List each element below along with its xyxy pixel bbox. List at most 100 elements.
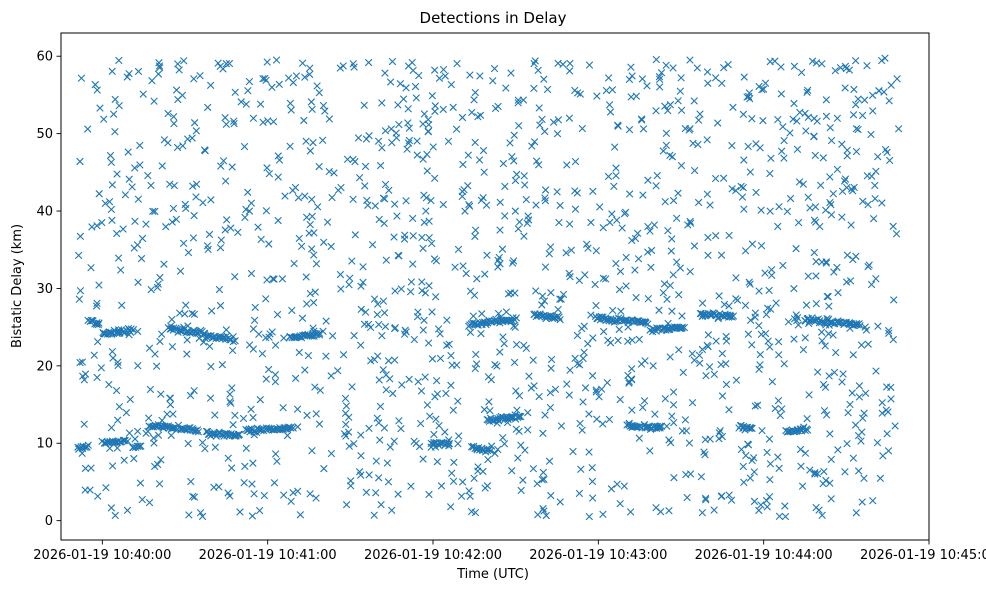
detection-point	[361, 162, 370, 171]
detection-point	[810, 132, 818, 140]
detection-point	[476, 72, 484, 80]
detection-point	[887, 395, 895, 403]
detection-point	[774, 115, 782, 124]
detection-point	[701, 494, 710, 503]
detection-point	[379, 366, 387, 374]
detection-point	[95, 190, 103, 198]
detection-point	[254, 223, 262, 231]
detection-point	[315, 162, 323, 171]
detection-point	[752, 188, 760, 197]
detection-point	[374, 300, 382, 308]
detection-point	[565, 269, 573, 278]
detection-point	[372, 457, 380, 465]
detection-point	[556, 295, 564, 303]
detection-point	[286, 142, 294, 151]
detection-point	[491, 449, 499, 458]
detection-point	[741, 301, 750, 310]
detection-point	[761, 269, 769, 277]
detection-point	[889, 222, 897, 231]
detection-point	[231, 411, 239, 420]
detection-point	[105, 380, 113, 389]
detection-point	[423, 401, 432, 409]
detection-point	[481, 270, 489, 278]
detection-point	[227, 464, 236, 472]
detection-point	[134, 195, 143, 203]
detection-point	[585, 512, 593, 521]
detection-point	[280, 491, 288, 499]
detection-point	[655, 83, 664, 91]
detection-point	[261, 74, 269, 83]
detection-point	[843, 152, 851, 160]
detection-point	[882, 383, 891, 391]
detection-point	[772, 299, 780, 307]
detection-point	[407, 278, 416, 286]
detection-point	[342, 402, 351, 410]
detection-point	[151, 207, 159, 216]
detection-point	[359, 263, 367, 271]
detection-point	[796, 445, 805, 454]
detection-point	[449, 477, 458, 485]
detection-point	[348, 383, 356, 391]
detection-point	[718, 392, 727, 400]
detection-point	[722, 360, 730, 368]
detection-point	[781, 512, 790, 521]
detection-point	[112, 386, 121, 395]
detection-point	[511, 176, 520, 185]
detection-point	[471, 88, 480, 97]
detection-point	[602, 86, 611, 95]
detection-point	[613, 480, 621, 488]
detection-point	[155, 480, 164, 488]
detection-point	[408, 214, 417, 223]
detection-point	[93, 222, 101, 230]
detection-point	[628, 406, 636, 414]
detection-point	[161, 422, 169, 430]
detection-point	[380, 424, 389, 432]
detection-point	[455, 432, 463, 440]
detection-point	[381, 69, 389, 77]
detection-point	[472, 350, 480, 359]
detection-point	[803, 86, 812, 94]
detection-point	[445, 340, 453, 348]
detection-point	[599, 274, 608, 282]
detection-point	[639, 125, 648, 133]
detection-point	[354, 134, 363, 142]
detection-point	[804, 193, 812, 201]
detection-point	[755, 506, 763, 515]
detection-point	[739, 183, 747, 192]
detection-point	[827, 495, 835, 503]
detection-point	[122, 408, 131, 417]
detection-point	[193, 426, 202, 434]
detection-point	[877, 56, 886, 65]
detection-point	[164, 109, 172, 118]
detection-point	[825, 302, 833, 310]
detection-point	[722, 380, 731, 389]
detection-point	[378, 99, 386, 107]
detection-point	[685, 439, 694, 447]
detection-point	[418, 233, 426, 242]
detection-point	[489, 77, 497, 85]
detection-point	[385, 186, 393, 195]
detection-point	[622, 282, 630, 290]
detection-point	[108, 462, 117, 470]
detection-point	[428, 308, 436, 316]
detection-point	[494, 309, 503, 318]
detection-point	[529, 356, 537, 364]
detection-point	[720, 300, 729, 309]
detection-point	[136, 141, 144, 150]
detection-point	[606, 218, 614, 227]
detection-point	[96, 104, 104, 112]
detection-point	[739, 110, 748, 119]
detection-point	[378, 331, 386, 340]
detection-point	[306, 220, 314, 229]
detection-point	[76, 358, 84, 367]
detection-point	[201, 445, 209, 453]
detection-point	[431, 107, 439, 116]
detection-point	[230, 120, 238, 128]
detection-point	[766, 169, 774, 178]
detection-point	[818, 511, 826, 520]
detection-point	[524, 408, 532, 417]
detection-point	[771, 57, 779, 65]
detection-point	[406, 287, 415, 296]
detection-point	[833, 165, 842, 174]
detection-point	[757, 330, 766, 339]
